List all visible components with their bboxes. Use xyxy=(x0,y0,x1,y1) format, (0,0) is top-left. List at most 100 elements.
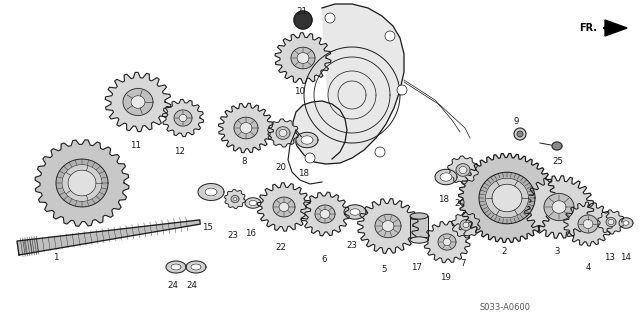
Polygon shape xyxy=(297,53,309,63)
Polygon shape xyxy=(564,202,612,246)
Polygon shape xyxy=(552,142,562,150)
Text: 1: 1 xyxy=(53,254,59,263)
Polygon shape xyxy=(174,110,192,126)
Polygon shape xyxy=(279,130,287,137)
Polygon shape xyxy=(344,205,366,219)
Polygon shape xyxy=(524,176,594,238)
Polygon shape xyxy=(225,189,246,209)
Polygon shape xyxy=(583,219,593,228)
Polygon shape xyxy=(619,218,633,228)
Circle shape xyxy=(305,153,315,163)
Polygon shape xyxy=(544,194,574,220)
Text: 21: 21 xyxy=(296,8,307,17)
Ellipse shape xyxy=(410,237,428,243)
Polygon shape xyxy=(320,210,330,219)
Polygon shape xyxy=(492,184,522,212)
Text: FR.: FR. xyxy=(579,23,597,33)
Polygon shape xyxy=(273,197,295,217)
Text: 15: 15 xyxy=(202,224,214,233)
Text: 3: 3 xyxy=(554,248,560,256)
Text: 20: 20 xyxy=(454,199,465,209)
Text: 20: 20 xyxy=(275,162,287,172)
Polygon shape xyxy=(293,4,404,164)
Polygon shape xyxy=(268,119,298,147)
Polygon shape xyxy=(605,20,627,36)
Polygon shape xyxy=(315,205,335,223)
Polygon shape xyxy=(301,192,349,236)
Polygon shape xyxy=(598,210,624,234)
Polygon shape xyxy=(275,33,331,83)
Polygon shape xyxy=(62,165,102,201)
Polygon shape xyxy=(131,96,145,108)
Polygon shape xyxy=(552,201,566,213)
Text: 9: 9 xyxy=(513,117,518,127)
Polygon shape xyxy=(350,209,360,215)
Polygon shape xyxy=(249,200,257,206)
Polygon shape xyxy=(68,170,96,196)
Circle shape xyxy=(325,13,335,23)
Polygon shape xyxy=(231,196,239,203)
Polygon shape xyxy=(296,132,318,148)
Polygon shape xyxy=(291,47,315,69)
Polygon shape xyxy=(438,234,456,250)
Text: 18: 18 xyxy=(438,196,449,204)
Text: 7: 7 xyxy=(460,259,466,269)
Text: 2: 2 xyxy=(501,248,507,256)
Polygon shape xyxy=(443,238,451,246)
Polygon shape xyxy=(459,153,556,242)
Polygon shape xyxy=(435,169,457,185)
Polygon shape xyxy=(240,122,252,133)
Text: 17: 17 xyxy=(412,263,422,272)
Polygon shape xyxy=(205,188,217,196)
Polygon shape xyxy=(233,197,237,201)
Circle shape xyxy=(385,31,395,41)
Text: S033-A0600: S033-A0600 xyxy=(479,303,531,313)
Text: 18: 18 xyxy=(298,169,310,179)
Text: 25: 25 xyxy=(552,158,563,167)
Polygon shape xyxy=(578,215,598,233)
Polygon shape xyxy=(17,220,200,255)
Polygon shape xyxy=(463,222,469,228)
Text: 13: 13 xyxy=(605,254,616,263)
Polygon shape xyxy=(294,11,312,29)
Polygon shape xyxy=(486,178,529,218)
Text: 19: 19 xyxy=(440,273,451,283)
Polygon shape xyxy=(163,99,204,137)
Polygon shape xyxy=(35,140,129,226)
Polygon shape xyxy=(105,72,171,132)
Text: 24: 24 xyxy=(186,280,198,290)
Text: 11: 11 xyxy=(131,142,141,151)
Polygon shape xyxy=(191,264,201,270)
Polygon shape xyxy=(276,127,290,139)
Polygon shape xyxy=(198,183,224,200)
Polygon shape xyxy=(447,156,479,184)
Text: 12: 12 xyxy=(175,147,186,157)
Polygon shape xyxy=(460,219,472,230)
Polygon shape xyxy=(606,218,616,226)
Polygon shape xyxy=(245,198,261,208)
Polygon shape xyxy=(166,261,186,273)
Text: 23: 23 xyxy=(346,241,358,250)
Polygon shape xyxy=(608,219,614,225)
Polygon shape xyxy=(301,136,313,144)
Text: 8: 8 xyxy=(241,158,247,167)
Polygon shape xyxy=(456,164,470,176)
Polygon shape xyxy=(440,173,452,181)
Polygon shape xyxy=(171,264,181,270)
Text: 5: 5 xyxy=(381,265,387,275)
Polygon shape xyxy=(186,261,206,273)
Polygon shape xyxy=(375,214,401,238)
Polygon shape xyxy=(257,183,311,231)
Text: 23: 23 xyxy=(227,231,239,240)
Polygon shape xyxy=(218,103,273,153)
Polygon shape xyxy=(410,216,428,240)
Polygon shape xyxy=(623,221,629,225)
Text: 4: 4 xyxy=(585,263,591,272)
Text: 14: 14 xyxy=(621,254,632,263)
Polygon shape xyxy=(452,212,480,238)
Polygon shape xyxy=(234,117,258,139)
Polygon shape xyxy=(179,115,187,122)
Circle shape xyxy=(397,85,407,95)
Ellipse shape xyxy=(410,213,428,219)
Circle shape xyxy=(517,131,523,137)
